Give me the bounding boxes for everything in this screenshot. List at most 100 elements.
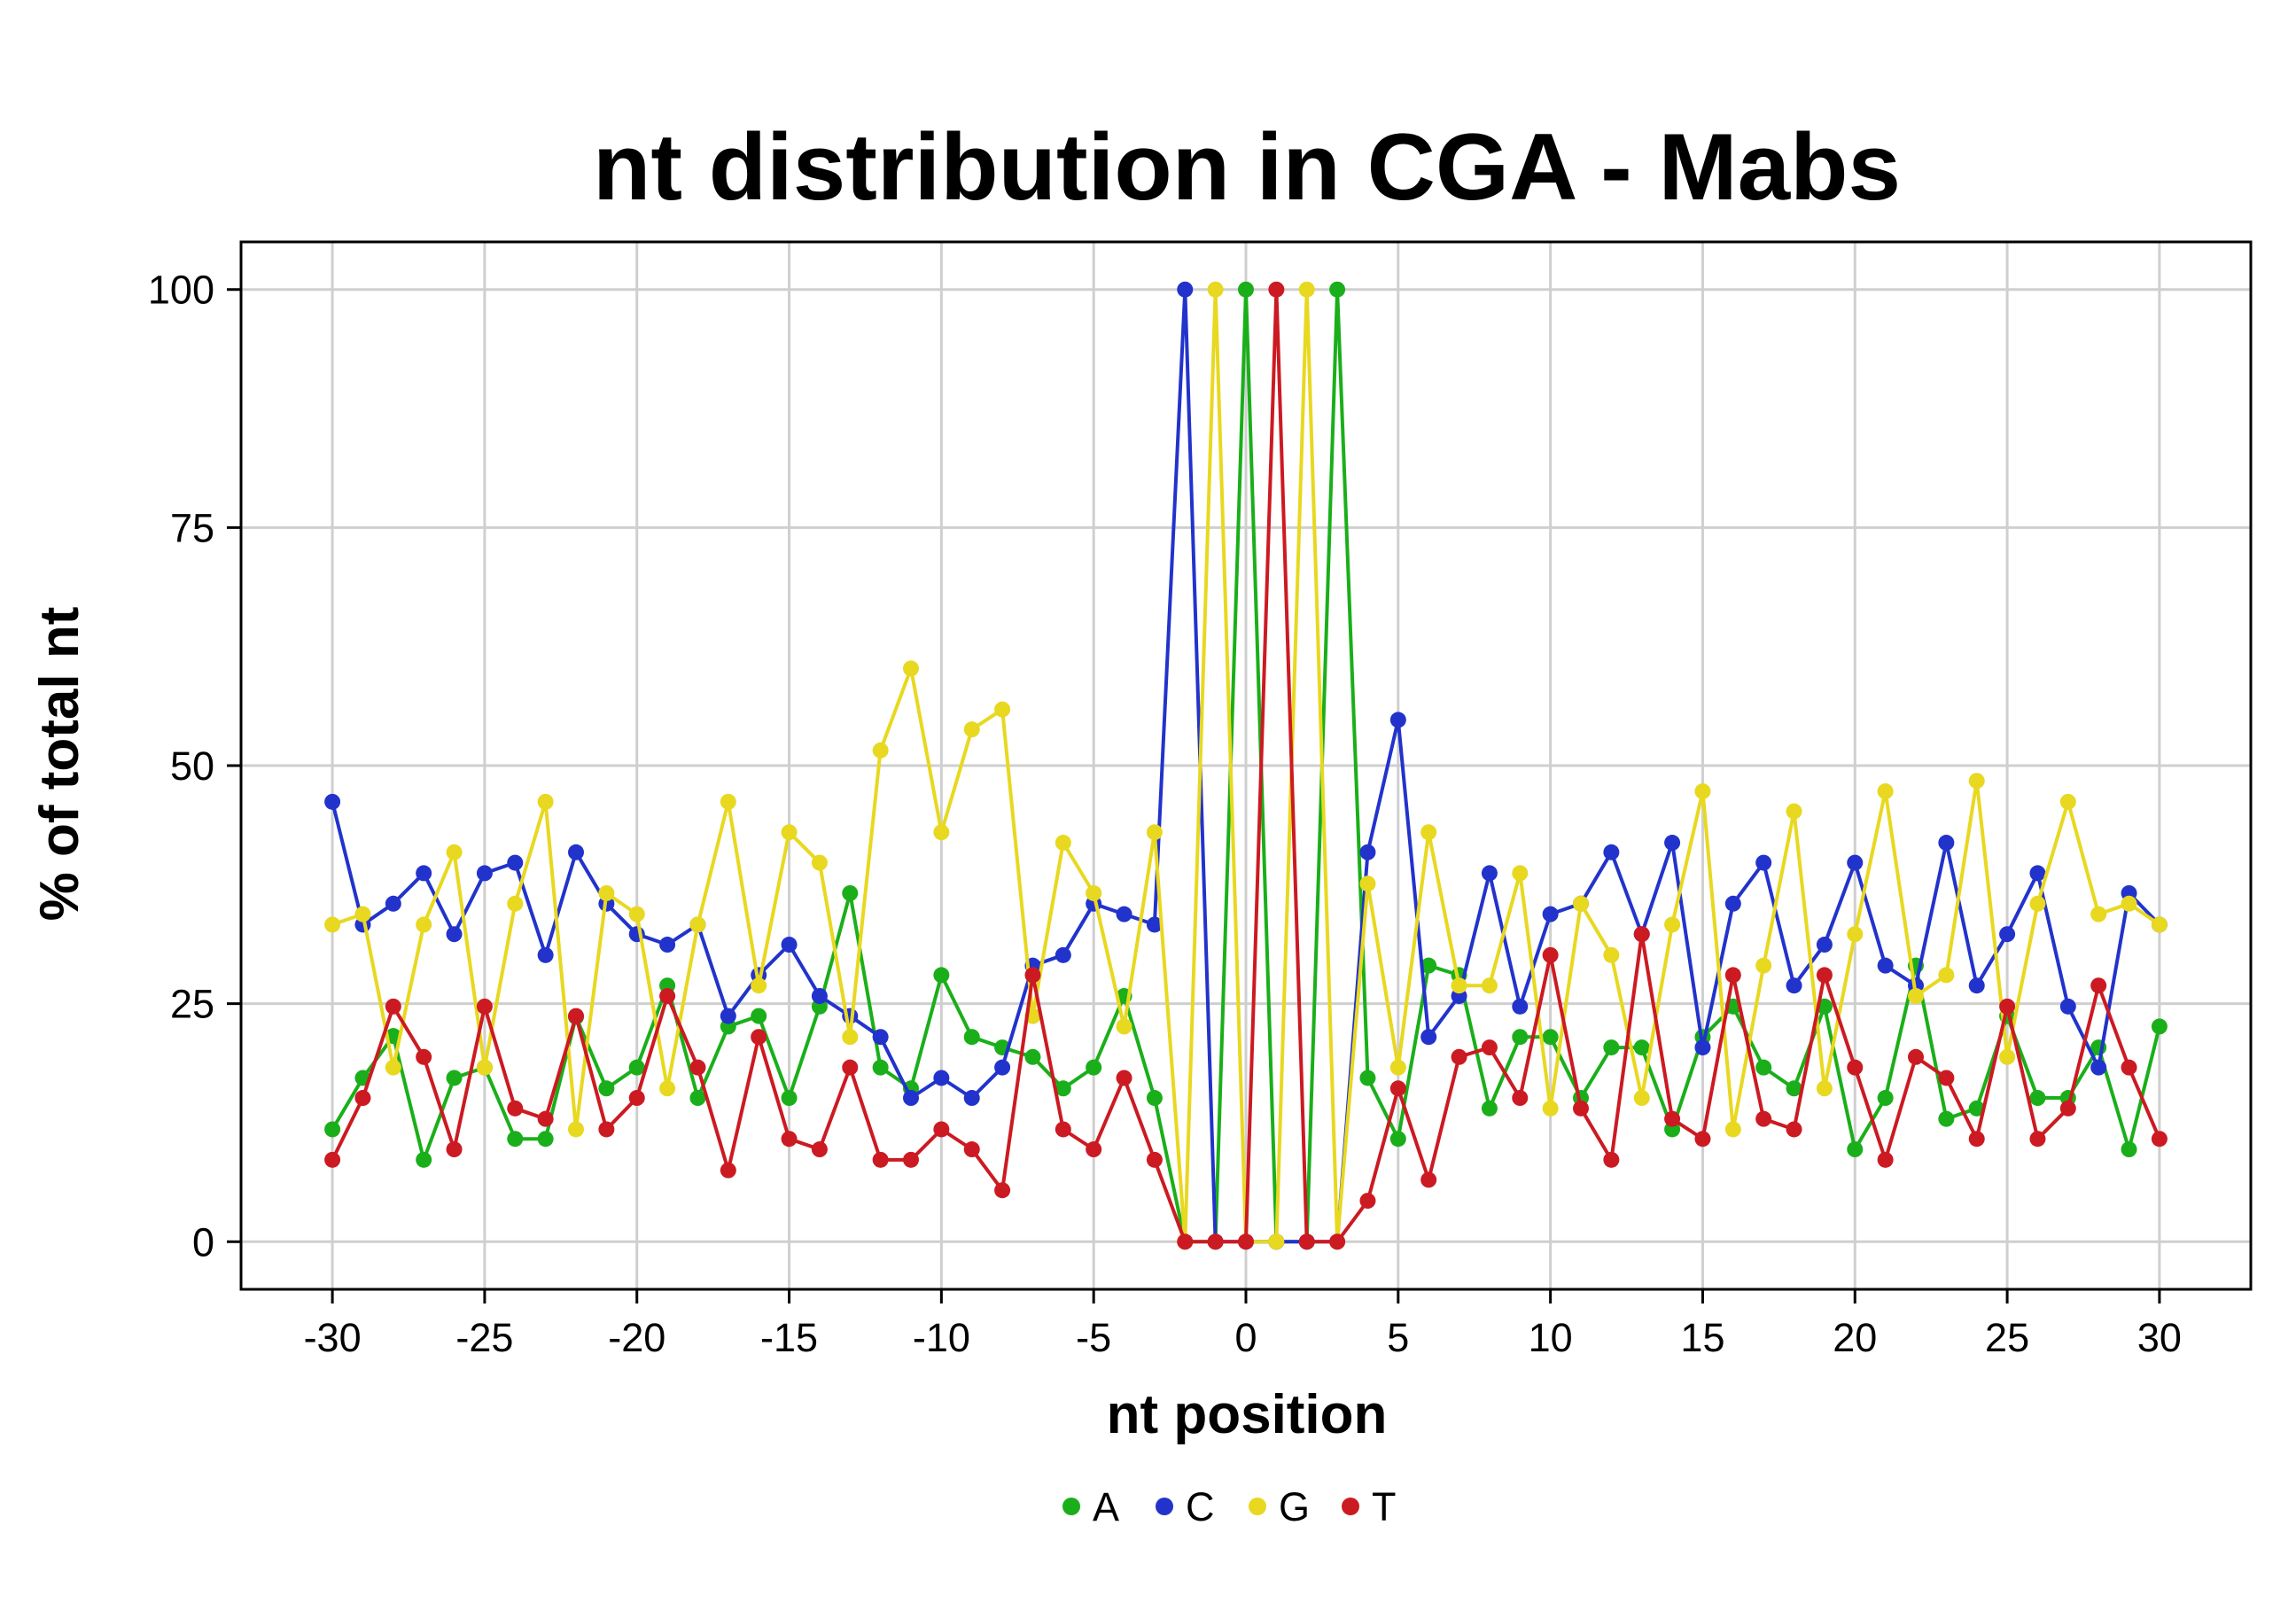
data-point-t bbox=[781, 1131, 798, 1148]
data-point-t bbox=[324, 1151, 341, 1168]
data-point-g bbox=[933, 824, 950, 841]
data-point-t bbox=[933, 1121, 950, 1138]
series-t bbox=[324, 281, 2168, 1250]
data-point-c bbox=[1146, 916, 1163, 933]
data-point-a bbox=[1603, 1039, 1620, 1056]
data-point-t bbox=[1877, 1151, 1894, 1168]
data-point-c bbox=[1755, 854, 1772, 871]
data-point-t bbox=[1055, 1121, 1071, 1138]
x-tick-label: -20 bbox=[608, 1315, 665, 1360]
data-point-g bbox=[1146, 824, 1163, 841]
data-point-g bbox=[1359, 875, 1376, 892]
data-point-a bbox=[537, 1131, 554, 1148]
data-point-c bbox=[1389, 712, 1406, 728]
data-point-g bbox=[1298, 281, 1315, 298]
data-point-g bbox=[659, 1080, 676, 1097]
y-tick-label: 25 bbox=[170, 982, 214, 1027]
data-point-c bbox=[1420, 1029, 1437, 1046]
data-point-a bbox=[1389, 1131, 1406, 1148]
y-tick-label: 100 bbox=[148, 268, 214, 313]
data-point-a bbox=[689, 1090, 706, 1107]
data-point-t bbox=[994, 1182, 1011, 1199]
data-point-t bbox=[1908, 1048, 1924, 1065]
data-point-c bbox=[1999, 926, 2016, 943]
series-group bbox=[324, 281, 2168, 1250]
data-point-t bbox=[598, 1121, 615, 1138]
data-point-t bbox=[2121, 1059, 2137, 1076]
legend-marker-a bbox=[1062, 1498, 1080, 1515]
data-point-c bbox=[2090, 1059, 2107, 1076]
data-point-g bbox=[1816, 1080, 1833, 1097]
data-point-a bbox=[2029, 1090, 2046, 1107]
data-point-a bbox=[628, 1059, 645, 1076]
data-point-t bbox=[1207, 1233, 1224, 1250]
data-point-g bbox=[1847, 926, 1864, 943]
data-point-g bbox=[1086, 884, 1102, 901]
data-point-t bbox=[811, 1141, 828, 1158]
data-point-g bbox=[1389, 1059, 1406, 1076]
data-point-t bbox=[1116, 1070, 1132, 1086]
data-point-g bbox=[628, 906, 645, 922]
data-point-t bbox=[507, 1100, 524, 1117]
data-point-a bbox=[1786, 1080, 1802, 1097]
data-point-t bbox=[1329, 1233, 1346, 1250]
data-point-g bbox=[872, 742, 889, 759]
data-point-g bbox=[1512, 865, 1529, 882]
data-point-a bbox=[1968, 1100, 1985, 1117]
data-point-t bbox=[537, 1110, 554, 1127]
x-tick-label: 10 bbox=[1529, 1315, 1573, 1360]
data-point-g bbox=[476, 1059, 493, 1076]
x-tick-label: -25 bbox=[455, 1315, 513, 1360]
data-point-t bbox=[720, 1162, 736, 1179]
data-point-c bbox=[1481, 865, 1498, 882]
data-point-t bbox=[1664, 1110, 1681, 1127]
data-point-t bbox=[1177, 1233, 1194, 1250]
data-point-g bbox=[1207, 281, 1224, 298]
data-point-a bbox=[1420, 957, 1437, 974]
data-point-g bbox=[2029, 895, 2046, 912]
data-point-g bbox=[1481, 977, 1498, 994]
data-point-t bbox=[1724, 967, 1741, 984]
data-point-g bbox=[2121, 895, 2137, 912]
data-point-t bbox=[2029, 1131, 2046, 1148]
data-point-g bbox=[1603, 946, 1620, 963]
data-point-g bbox=[416, 916, 432, 933]
legend-item-t: T bbox=[1342, 1484, 1397, 1529]
data-point-t bbox=[1451, 1048, 1467, 1065]
data-point-t bbox=[1298, 1233, 1315, 1250]
data-point-c bbox=[872, 1029, 889, 1046]
x-tick-label: -10 bbox=[913, 1315, 970, 1360]
data-point-c bbox=[1816, 937, 1833, 953]
data-point-t bbox=[1359, 1193, 1376, 1210]
data-point-t bbox=[2059, 1100, 2076, 1117]
x-tick-label: -5 bbox=[1076, 1315, 1111, 1360]
data-point-a bbox=[933, 967, 950, 984]
data-point-c bbox=[507, 854, 524, 871]
data-point-c bbox=[1847, 854, 1864, 871]
data-point-g bbox=[324, 916, 341, 933]
data-point-c bbox=[568, 844, 584, 860]
data-point-t bbox=[1238, 1233, 1254, 1250]
data-point-a bbox=[507, 1131, 524, 1148]
data-point-a bbox=[1877, 1090, 1894, 1107]
data-point-a bbox=[598, 1080, 615, 1097]
data-point-t bbox=[1086, 1141, 1102, 1158]
data-point-a bbox=[1633, 1039, 1650, 1056]
data-point-g bbox=[720, 793, 736, 810]
data-point-a bbox=[1938, 1110, 1955, 1127]
data-point-t bbox=[1603, 1151, 1620, 1168]
data-point-a bbox=[1146, 1090, 1163, 1107]
legend-label-a: A bbox=[1093, 1484, 1119, 1529]
data-point-g bbox=[1451, 977, 1467, 994]
series-g bbox=[324, 281, 2168, 1250]
data-point-t bbox=[1481, 1039, 1498, 1056]
data-point-a bbox=[446, 1070, 463, 1086]
data-point-t bbox=[1573, 1100, 1589, 1117]
data-point-c bbox=[659, 937, 676, 953]
data-point-c bbox=[1177, 281, 1194, 298]
data-point-t bbox=[1694, 1131, 1711, 1148]
x-tick-label: 15 bbox=[1680, 1315, 1724, 1360]
data-point-c bbox=[1968, 977, 1985, 994]
data-point-g bbox=[1573, 895, 1589, 912]
